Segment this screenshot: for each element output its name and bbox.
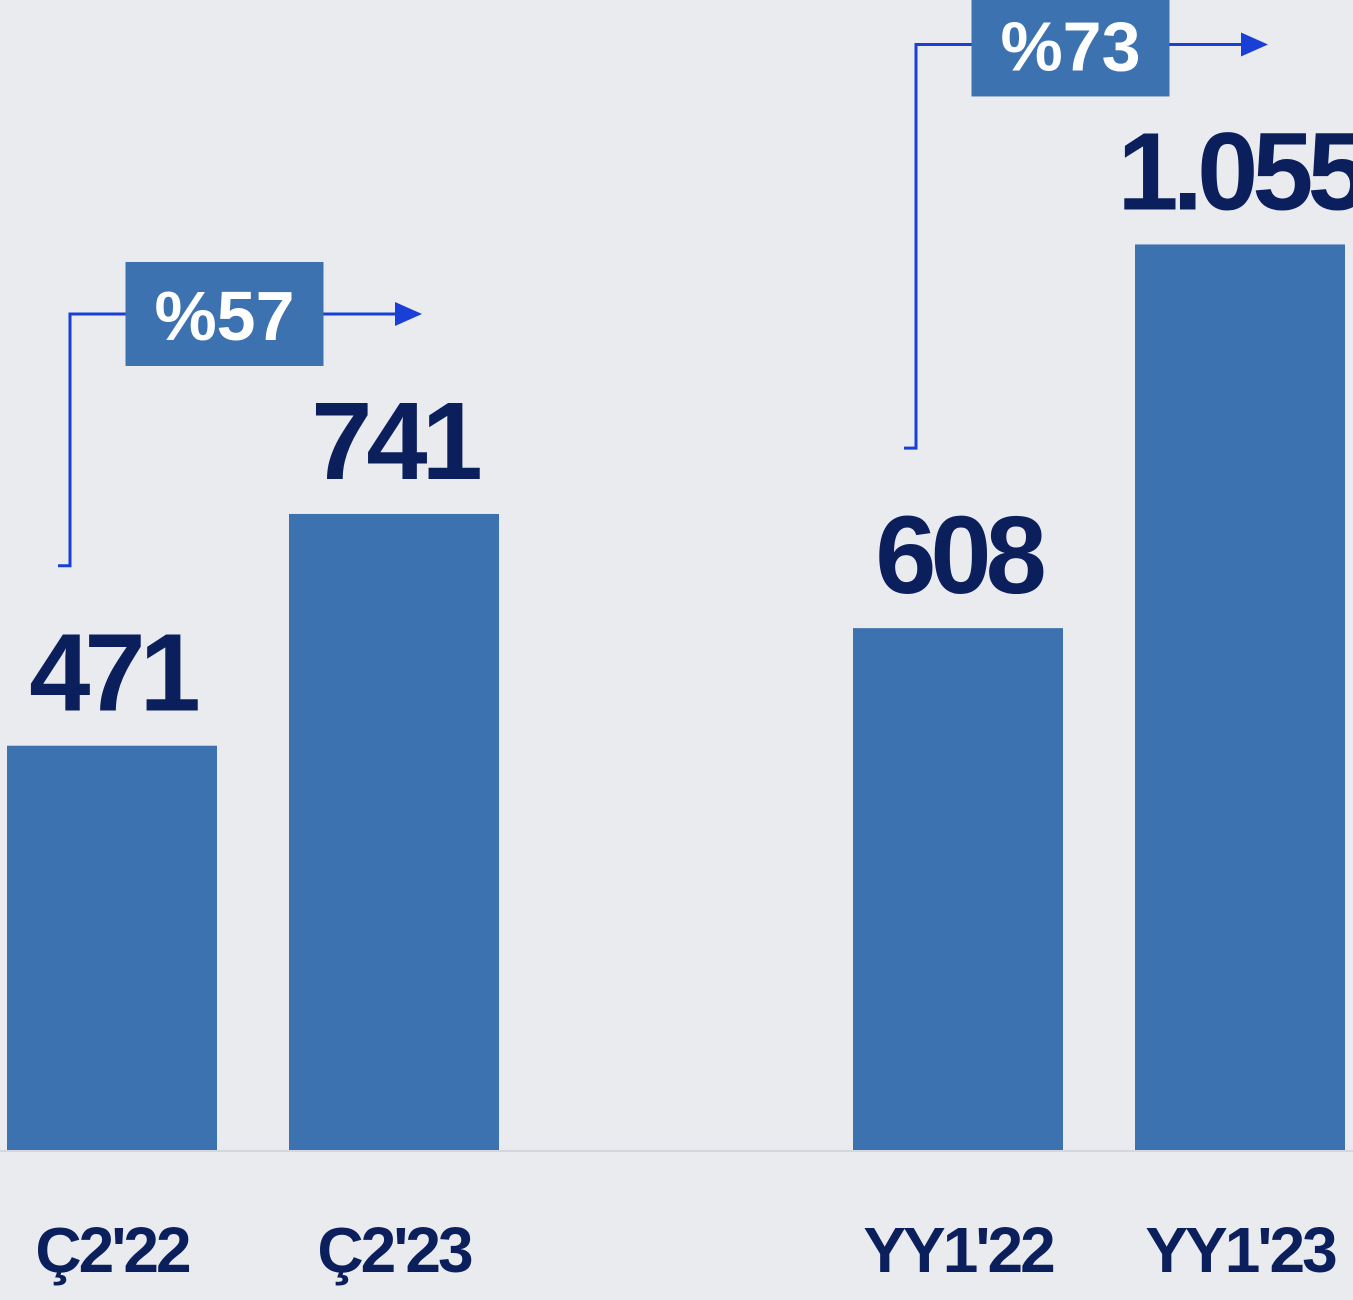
- bar: [1135, 244, 1345, 1151]
- x-tick-label: Ç2'22: [35, 1214, 190, 1286]
- value-label: 471: [29, 612, 198, 735]
- bar: [7, 745, 217, 1150]
- annotation-box: [971, 0, 1170, 97]
- x-tick-label: Ç2'23: [317, 1214, 472, 1286]
- value-label: 608: [875, 494, 1043, 617]
- annotation-box: [125, 261, 324, 366]
- value-label: 741: [311, 380, 480, 503]
- bar: [289, 513, 499, 1150]
- x-tick-label: YY1'23: [1145, 1214, 1336, 1286]
- bar: [853, 628, 1063, 1150]
- annotation: %73: [1000, 7, 1140, 85]
- value-label: 1.055: [1117, 110, 1353, 233]
- annotation: %57: [154, 277, 294, 355]
- x-tick-label: YY1'22: [863, 1214, 1054, 1286]
